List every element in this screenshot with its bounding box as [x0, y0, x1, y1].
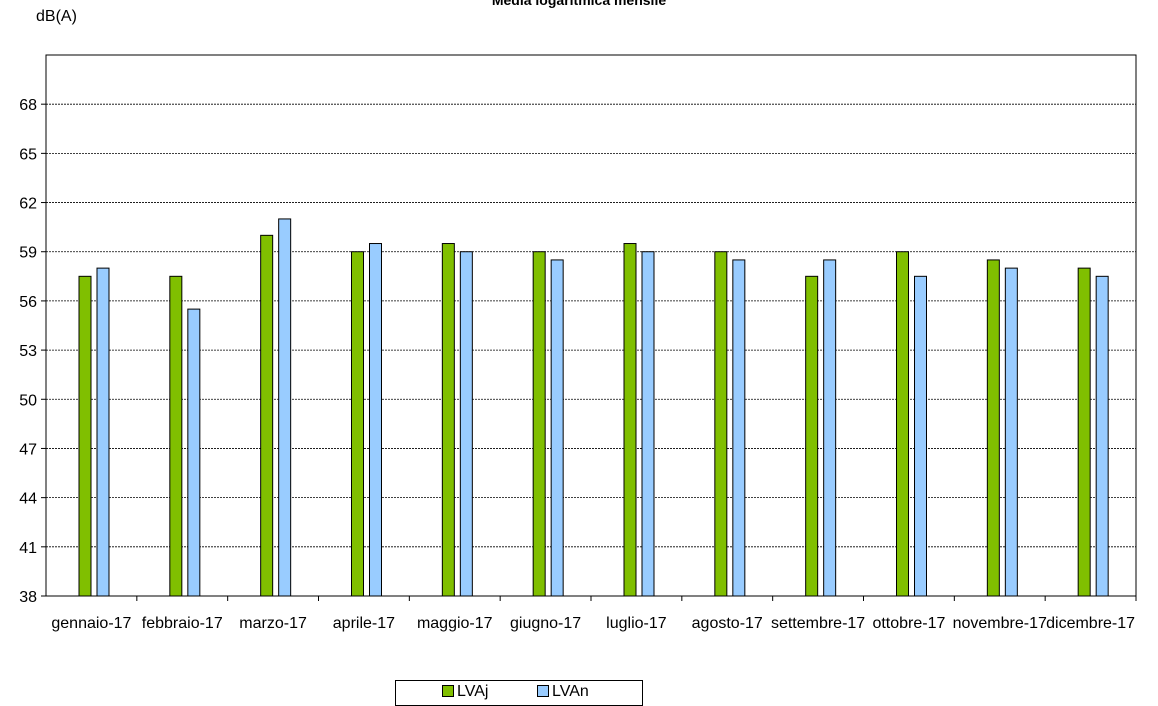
bar-lvaj-febbraio-17 — [169, 275, 183, 597]
bar-lvan-agosto-17 — [732, 259, 746, 597]
chart-title: Media logaritmica mensile — [491, 0, 667, 8]
y-tick-label-4: 50 — [19, 392, 37, 409]
bar-lvan-ottobre-17 — [914, 275, 927, 597]
y-axis-label: dB(A) — [36, 8, 77, 25]
y-tick-label-8: 62 — [19, 196, 37, 213]
x-tick-label-aprile-17: aprile-17 — [333, 615, 395, 632]
bar-lvaj-settembre-17 — [805, 275, 819, 597]
bar-lvaj-ottobre-17 — [896, 251, 909, 597]
bar-lvan-giugno-17 — [550, 259, 564, 597]
bar-lvan-marzo-17 — [278, 218, 292, 597]
y-tick-label-9: 65 — [19, 146, 37, 163]
y-tick-label-6: 56 — [19, 294, 37, 311]
x-tick-label-agosto-17: agosto-17 — [692, 615, 763, 632]
bar-lvan-luglio-17 — [641, 251, 655, 597]
bar-lvaj-marzo-17 — [260, 234, 274, 597]
legend-label-lvan: LVAn — [552, 683, 589, 700]
y-tick-label-10: 68 — [19, 97, 37, 114]
plot-frame — [45, 54, 1137, 597]
bar-lvaj-aprile-17 — [351, 251, 364, 597]
bar-lvan-febbraio-17 — [187, 308, 201, 597]
bar-lvaj-agosto-17 — [714, 251, 728, 597]
y-tick-label-5: 53 — [19, 343, 37, 360]
x-tick-label-gennaio-17: gennaio-17 — [51, 615, 131, 632]
bar-lvaj-maggio-17 — [441, 243, 455, 597]
legend-item-lvaj: LVAj — [442, 683, 488, 701]
y-tick-label-3: 47 — [19, 441, 37, 458]
bar-lvaj-gennaio-17 — [78, 275, 92, 597]
bar-lvaj-giugno-17 — [532, 251, 546, 597]
bar-lvan-maggio-17 — [459, 251, 473, 597]
y-tick-label-1: 41 — [19, 540, 37, 557]
legend-item-lvan: LVAn — [537, 683, 589, 701]
bar-lvan-settembre-17 — [823, 259, 837, 597]
x-tick-label-maggio-17: maggio-17 — [417, 615, 493, 632]
x-tick-label-marzo-17: marzo-17 — [239, 615, 307, 632]
y-tick-label-2: 44 — [19, 491, 37, 508]
y-tick-label-0: 38 — [19, 589, 37, 606]
y-tick-label-7: 59 — [19, 245, 37, 262]
legend-label-lvaj: LVAj — [457, 683, 489, 700]
legend: LVAj LVAn — [395, 680, 643, 706]
bar-lvaj-dicembre-17 — [1077, 267, 1091, 597]
bar-lvan-dicembre-17 — [1095, 275, 1109, 597]
x-tick-label-luglio-17: luglio-17 — [606, 615, 667, 632]
bar-lvaj-luglio-17 — [623, 243, 637, 597]
bar-lvaj-novembre-17 — [986, 259, 1000, 597]
x-tick-label-giugno-17: giugno-17 — [510, 615, 581, 632]
bar-lvan-gennaio-17 — [96, 267, 110, 597]
x-tick-label-settembre-17: settembre-17 — [771, 615, 865, 632]
x-tick-label-ottobre-17: ottobre-17 — [872, 615, 945, 632]
legend-swatch-lvaj — [442, 685, 454, 697]
x-tick-label-novembre-17: novembre-17 — [953, 615, 1047, 632]
bar-lvan-aprile-17 — [369, 243, 382, 597]
legend-swatch-lvan — [537, 685, 549, 697]
x-tick-label-febbraio-17: febbraio-17 — [142, 615, 223, 632]
bar-lvan-novembre-17 — [1004, 267, 1018, 597]
x-tick-label-dicembre-17: dicembre-17 — [1046, 615, 1135, 632]
